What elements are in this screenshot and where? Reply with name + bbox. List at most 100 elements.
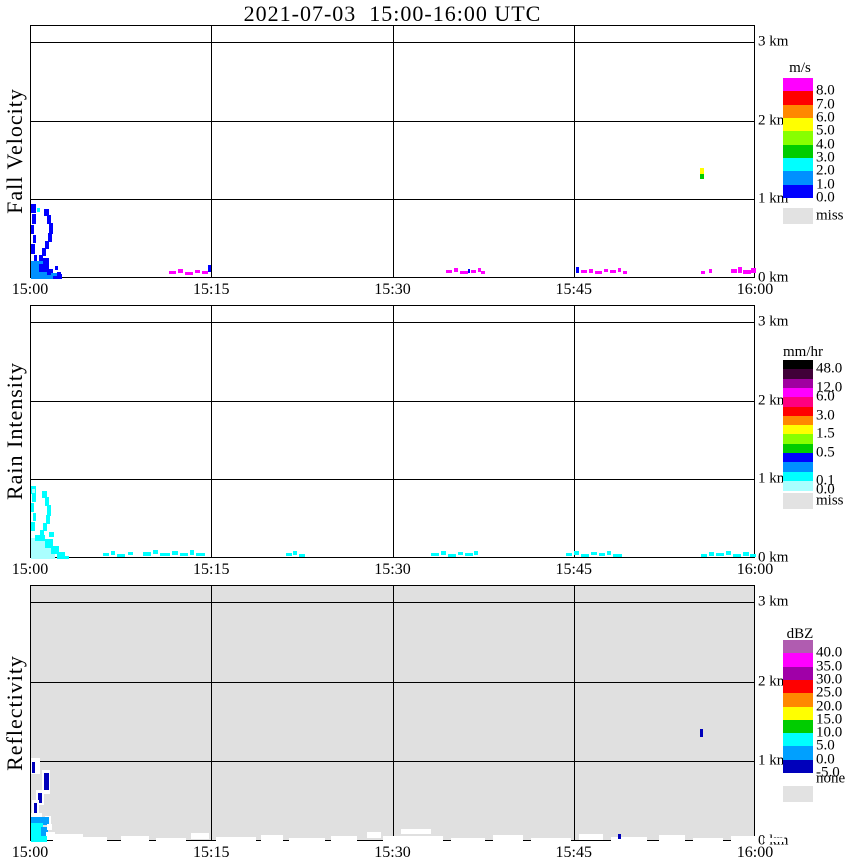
time-tick-label: 15:45 xyxy=(555,844,592,861)
legend-nodata-swatch xyxy=(783,493,813,510)
fall-velocity-data-cell xyxy=(709,269,712,273)
reflectivity-data-cell xyxy=(156,838,186,842)
legend-color-band xyxy=(783,434,813,445)
gridline-time xyxy=(392,305,394,558)
fall-velocity-data-cell xyxy=(446,270,452,273)
legend-color-band xyxy=(783,144,813,159)
legend-color-band xyxy=(783,746,813,761)
ylabel-reflectivity: Reflectivity xyxy=(2,655,27,771)
height-tick-label: 0 km xyxy=(758,549,789,566)
time-tick-label: 15:15 xyxy=(193,561,230,578)
rain-intensity-data-cell xyxy=(32,493,36,502)
legend-unit-label: m/s xyxy=(789,60,811,76)
reflectivity-data-cell xyxy=(38,793,42,803)
fall-velocity-data-cell xyxy=(481,271,485,274)
legend-color-band xyxy=(783,184,813,199)
legend-value-label: 0.0 xyxy=(816,481,835,498)
height-tick-label: 0 km xyxy=(758,269,789,286)
rain-intensity-data-cell xyxy=(57,552,65,559)
time-tick-label: 15:30 xyxy=(374,561,411,578)
gridline-time xyxy=(573,305,575,558)
rain-intensity-data-cell xyxy=(574,551,579,555)
rain-intensity-data-cell xyxy=(196,553,205,556)
reflectivity-data-cell xyxy=(31,817,49,825)
legend-color-band xyxy=(783,157,813,172)
legend-color-band xyxy=(783,453,813,463)
height-tick-label: 1 km xyxy=(758,190,789,207)
legend-color-band xyxy=(783,480,813,491)
fall-velocity-data-cell xyxy=(468,269,470,273)
fall-velocity-data-cell xyxy=(589,269,593,273)
fall-velocity-data-cell xyxy=(45,241,49,249)
legend-color-band xyxy=(783,666,813,681)
legend-color-band xyxy=(783,171,813,186)
legend-value-label: -5.0 xyxy=(816,764,840,781)
rain-intensity-data-cell xyxy=(31,503,34,512)
rain-intensity-data-cell xyxy=(143,552,151,556)
gridline-height xyxy=(30,322,755,323)
legend-value-label: 5.0 xyxy=(816,122,835,139)
reflectivity-data-cell xyxy=(451,838,485,842)
legend-value-label: 2.0 xyxy=(816,162,835,179)
fall-velocity-data-cell xyxy=(202,271,208,274)
time-tick-label: 15:00 xyxy=(11,561,49,578)
fall-velocity-data-cell xyxy=(169,271,176,274)
rain-intensity-data-cell xyxy=(458,552,463,555)
fall-velocity-data-cell xyxy=(623,271,627,274)
rain-intensity-data-cell xyxy=(448,554,456,557)
reflectivity-data-cell xyxy=(34,803,37,813)
rain-intensity-data-cell xyxy=(286,553,292,556)
rain-intensity-data-cell xyxy=(160,553,170,556)
fall-velocity-data-cell xyxy=(53,276,59,279)
legend-color-band xyxy=(783,693,813,707)
rain-intensity-data-cell xyxy=(31,554,55,559)
fall-velocity-data-cell xyxy=(48,233,52,242)
fall-velocity-data-cell xyxy=(595,271,602,274)
time-tick-label: 15:30 xyxy=(374,281,411,298)
legend-value-label: 1.0 xyxy=(816,176,835,193)
reflectivity-data-cell xyxy=(764,838,784,842)
legend-color-band xyxy=(783,719,813,734)
fall-velocity-data-cell xyxy=(581,270,587,273)
rain-intensity-data-cell xyxy=(32,489,35,493)
legend-value-label: 3.0 xyxy=(816,149,835,166)
rain-intensity-data-cell xyxy=(31,522,35,531)
legend-color-band xyxy=(783,78,813,92)
legend-value-label: 48.0 xyxy=(816,360,843,377)
legend-color-band xyxy=(783,640,813,654)
legend-value-label: 12.0 xyxy=(816,379,843,396)
reflectivity-data-cell xyxy=(31,836,47,842)
reflectivity-data-cell xyxy=(216,837,256,842)
ylabel-rain-intensity: Rain Intensity xyxy=(2,361,27,501)
rain-intensity-data-cell xyxy=(750,554,756,557)
legend-value-label: 0.0 xyxy=(816,751,835,768)
legend-value-label: 6.0 xyxy=(816,388,835,405)
reflectivity-data-cell xyxy=(261,835,283,842)
fall-velocity-data-cell xyxy=(37,208,40,212)
rain-intensity-data-cell xyxy=(474,551,478,555)
fall-velocity-data-cell xyxy=(460,271,468,274)
fall-velocity-data-cell xyxy=(31,204,36,213)
gridline-height xyxy=(30,602,755,603)
legend-value-label: 5.0 xyxy=(816,737,835,754)
legend-value-label: 7.0 xyxy=(816,96,835,113)
legend-value-label: 40.0 xyxy=(816,644,843,661)
height-tick-label: 3 km xyxy=(758,593,789,610)
fall-velocity-data-cell xyxy=(610,270,616,273)
rain-intensity-data-cell xyxy=(701,554,707,557)
rain-intensity-data-cell xyxy=(153,550,158,554)
fall-velocity-data-cell xyxy=(33,235,36,243)
fall-velocity-data-cell xyxy=(32,214,36,224)
legend-unit-label: mm/hr xyxy=(783,344,823,360)
rain-intensity-data-cell xyxy=(709,552,714,556)
fall-velocity-data-cell xyxy=(42,248,46,256)
legend-value-label: 10.0 xyxy=(816,724,843,741)
gridline-time xyxy=(573,25,575,278)
reflectivity-data-cell xyxy=(41,827,48,837)
reflectivity-data-cell xyxy=(81,837,107,842)
chart-title: 2021-07-03 15:00-16:00 UTC xyxy=(243,1,542,26)
fall-velocity-data-cell xyxy=(44,209,49,216)
reflectivity-data-cell xyxy=(493,835,523,842)
rain-intensity-data-cell xyxy=(103,553,109,556)
gridline-time xyxy=(211,25,213,278)
